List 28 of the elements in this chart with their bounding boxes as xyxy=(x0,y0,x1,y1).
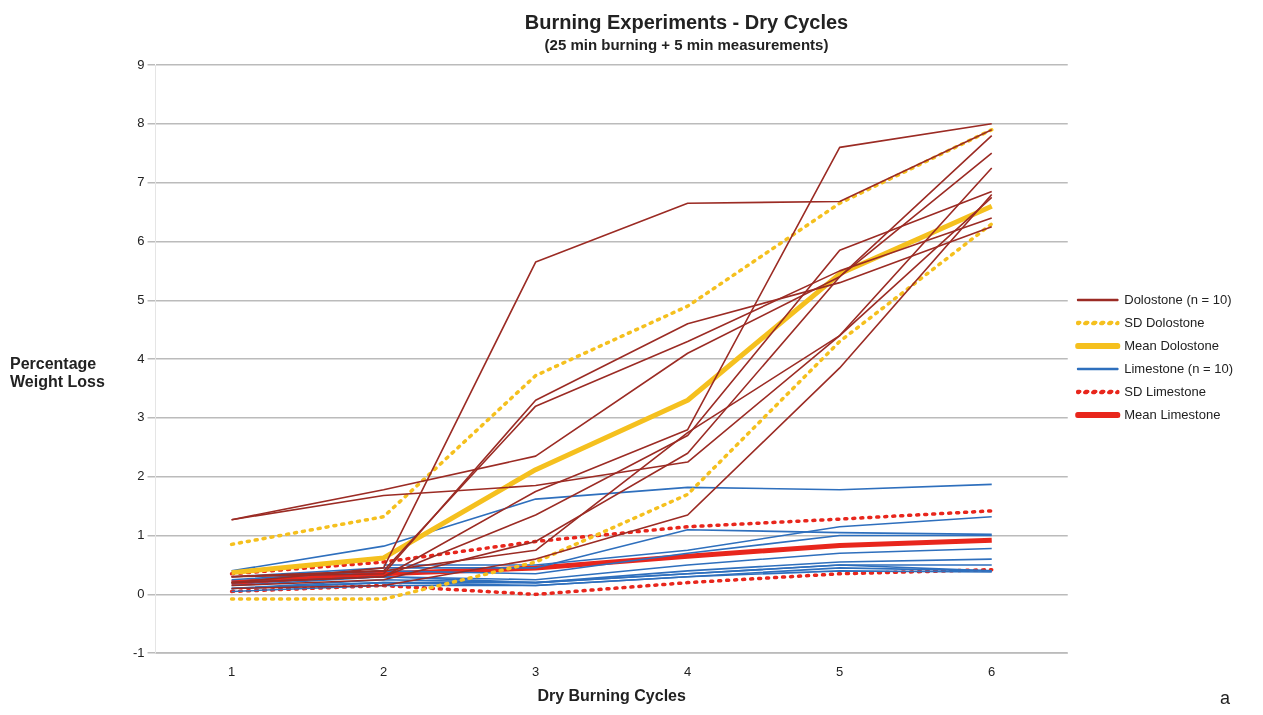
x-tick-label: 2 xyxy=(379,663,388,679)
y-tick-label: 9 xyxy=(137,56,145,72)
x-tick-label: 6 xyxy=(988,663,996,679)
chart-subtitle: (25 min burning + 5 min measurements) xyxy=(544,36,829,54)
x-tick-label: 5 xyxy=(836,663,844,679)
x-tick-label: 4 xyxy=(684,663,692,679)
x-axis-title: Dry Burning Cycles xyxy=(537,686,686,704)
legend-label: SD Limestone xyxy=(1124,383,1206,399)
x-tick-label: 1 xyxy=(227,663,236,679)
y-tick-label: 1 xyxy=(137,527,145,543)
y-tick-label: -1 xyxy=(133,644,145,660)
y-tick-label: 5 xyxy=(137,291,145,307)
chart-title: Burning Experiments - Dry Cycles xyxy=(524,10,849,33)
y-tick-label: 8 xyxy=(137,115,145,131)
legend-label: Limestone (n = 10) xyxy=(1124,360,1234,376)
legend-label: Mean Limestone xyxy=(1124,406,1221,422)
y-tick-label: 6 xyxy=(137,233,145,249)
text: a xyxy=(1220,688,1231,709)
legend-label: Mean Dolostone xyxy=(1124,337,1219,353)
legend-label: Dolostone (n = 10) xyxy=(1124,291,1232,307)
y-tick-label: 3 xyxy=(137,409,145,425)
legend-label: SD Dolostone xyxy=(1124,314,1205,330)
y-tick-label: 2 xyxy=(137,468,145,484)
y-tick-label: 0 xyxy=(137,585,145,601)
y-tick-label: 4 xyxy=(137,350,145,366)
y-axis-title: Percentage Weight Loss xyxy=(10,355,106,391)
y-tick-label: 7 xyxy=(137,174,145,190)
x-tick-label: 3 xyxy=(532,663,540,679)
